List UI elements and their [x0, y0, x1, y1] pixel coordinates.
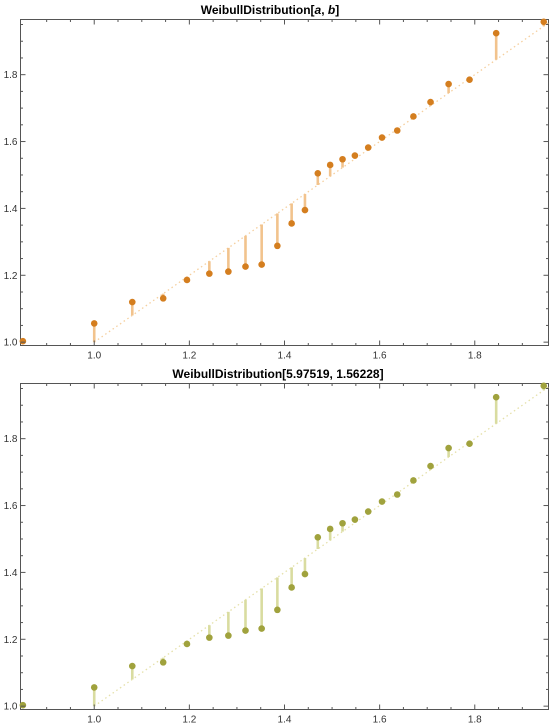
data-point [288, 584, 295, 591]
data-point [351, 152, 359, 159]
data-point [445, 80, 452, 88]
data-point [183, 276, 191, 284]
y-tick-label: 1.2 [4, 271, 18, 282]
data-point [378, 134, 386, 141]
data-point [466, 440, 473, 447]
data-point [466, 76, 473, 83]
data-point [242, 627, 249, 634]
x-tick-label: 1.0 [87, 715, 101, 726]
data-point [410, 113, 417, 120]
data-point [364, 508, 372, 515]
data-point [339, 155, 346, 163]
data-point [128, 662, 136, 670]
y-tick-label: 1.0 [4, 338, 18, 349]
data-point [427, 98, 434, 106]
data-point [19, 337, 27, 345]
data-point [274, 606, 281, 614]
x-tick-label: 1.8 [468, 351, 482, 362]
data-point [314, 534, 322, 541]
stems-layer [92, 21, 546, 343]
plot-weibull-symbolic: WeibullDistribution[a, b] 1.0 1.2 1.4 1.6 1.… [4, 3, 549, 362]
plot-frame [20, 383, 549, 710]
data-point [258, 261, 265, 268]
data-point [206, 634, 213, 641]
axis-ticks-layer: 1.0 1.2 1.4 1.6 1.8 1.0 1.2 1.4 1.6 1.8 [4, 383, 549, 726]
data-point [258, 625, 265, 632]
data-point [393, 491, 401, 498]
x-tick-label: 1.4 [278, 351, 292, 362]
data-point [19, 701, 27, 709]
points-layer [19, 382, 548, 709]
y-tick-label: 1.2 [4, 635, 18, 646]
data-point [314, 170, 322, 177]
data-point [183, 640, 191, 648]
axis-ticks-layer: 1.0 1.2 1.4 1.6 1.8 1.0 1.2 1.4 1.6 1.8 [4, 19, 549, 362]
x-tick-label: 1.2 [182, 351, 196, 362]
data-point [90, 684, 98, 691]
data-point [540, 18, 548, 26]
data-point [301, 206, 309, 214]
chart-title: WeibullDistribution[5.97519, 1.56228] [172, 367, 383, 381]
data-point [159, 295, 167, 302]
data-point [378, 498, 386, 505]
data-point [90, 320, 98, 327]
plot-frame [20, 19, 549, 346]
y-tick-label: 1.8 [4, 434, 18, 445]
x-tick-label: 1.6 [373, 351, 387, 362]
data-point [225, 268, 232, 275]
x-tick-label: 1.0 [87, 351, 101, 362]
data-point [206, 270, 213, 277]
stems-layer [92, 385, 546, 707]
y-tick-label: 1.4 [4, 568, 18, 579]
data-point [326, 161, 334, 169]
y-tick-label: 1.8 [4, 70, 18, 81]
data-point [540, 382, 548, 390]
data-point [445, 444, 452, 452]
data-point [274, 242, 281, 250]
data-point [492, 393, 500, 401]
y-tick-label: 1.6 [4, 137, 18, 148]
data-point [492, 29, 500, 37]
data-point [339, 519, 346, 527]
data-point [393, 127, 401, 134]
data-point [225, 632, 232, 639]
data-point [427, 462, 434, 470]
data-point [242, 263, 249, 270]
y-tick-label: 1.0 [4, 702, 18, 713]
chart-title: WeibullDistribution[a, b] [201, 3, 339, 17]
data-point [351, 516, 359, 523]
data-point [364, 144, 372, 151]
data-point [410, 477, 417, 484]
x-tick-label: 1.8 [468, 715, 482, 726]
x-tick-label: 1.4 [278, 715, 292, 726]
data-point [301, 570, 309, 578]
points-layer [19, 18, 548, 345]
data-point [128, 298, 136, 306]
data-point [326, 525, 334, 533]
x-tick-label: 1.6 [373, 715, 387, 726]
data-point [288, 220, 295, 227]
y-tick-label: 1.4 [4, 204, 18, 215]
plot-weibull-fitted: WeibullDistribution[5.97519, 1.56228] 1.… [4, 367, 549, 726]
x-tick-label: 1.2 [182, 715, 196, 726]
data-point [159, 659, 167, 666]
y-tick-label: 1.6 [4, 501, 18, 512]
